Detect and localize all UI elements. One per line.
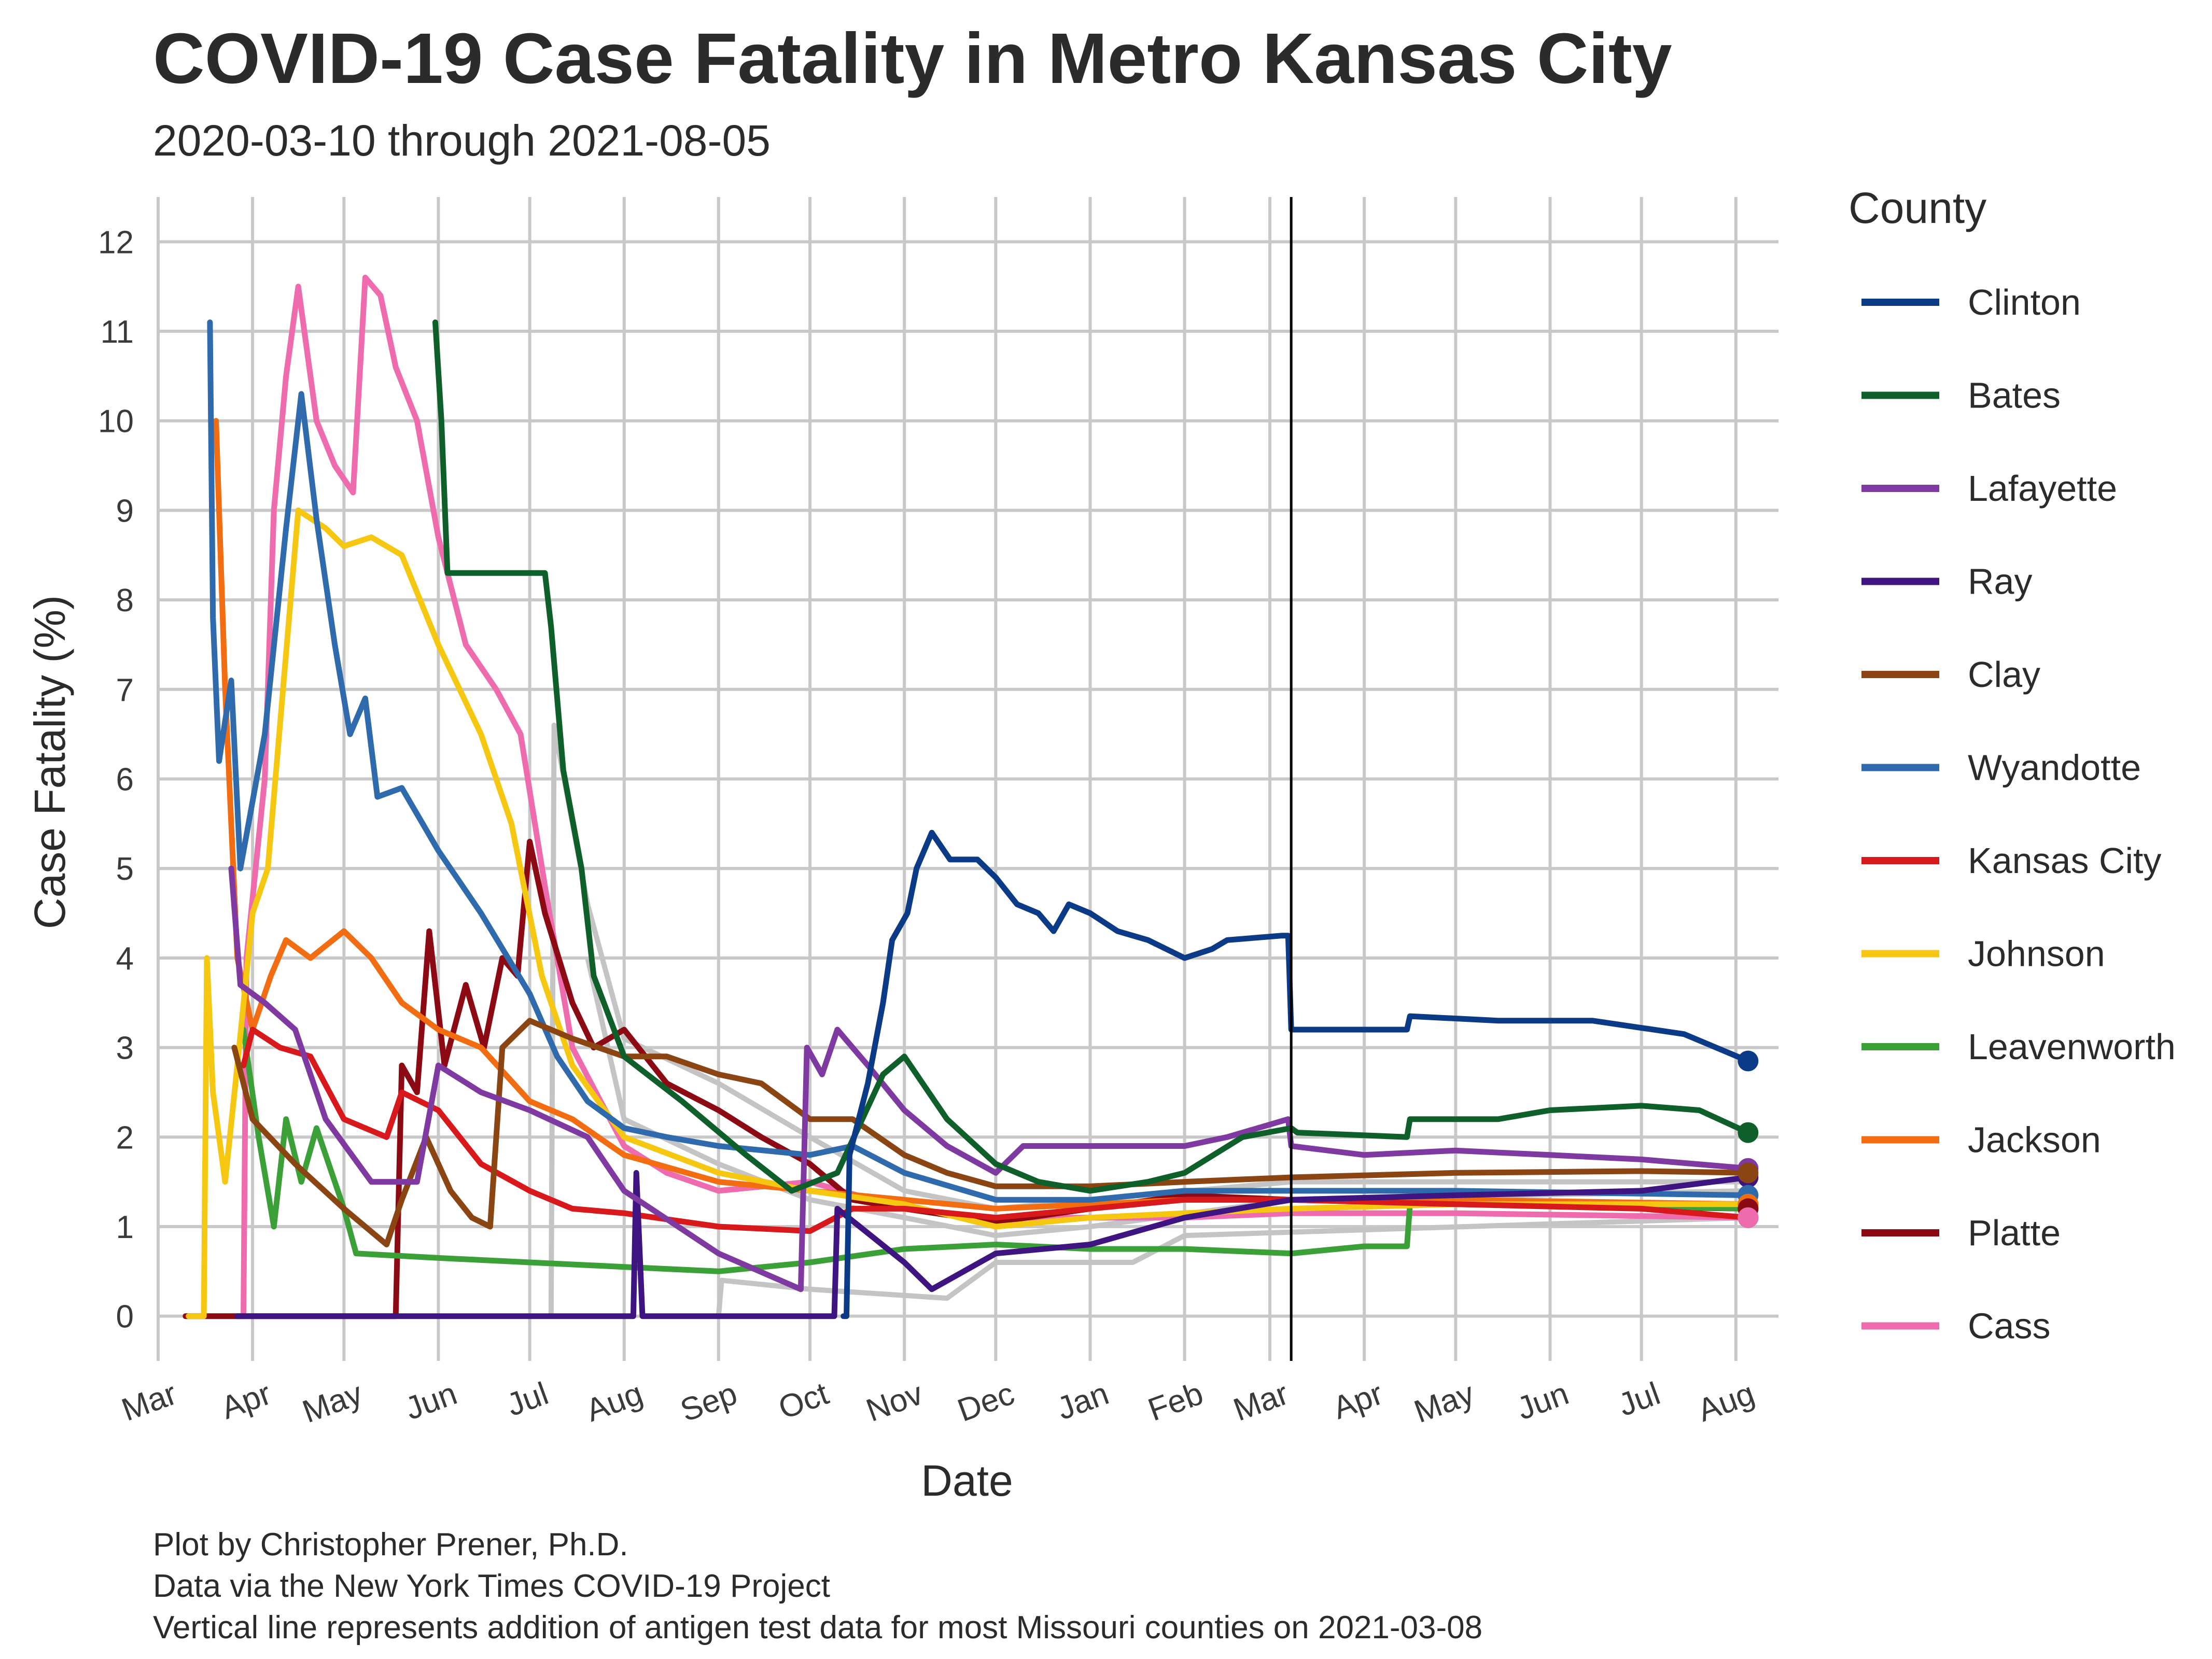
y-tick-label: 10 xyxy=(98,404,134,440)
caption-line-1: Plot by Christopher Prener, Ph.D. xyxy=(153,1527,628,1563)
y-tick-label: 2 xyxy=(116,1120,134,1156)
y-tick-label: 8 xyxy=(116,583,134,618)
x-axis-title: Date xyxy=(921,1456,1013,1505)
legend: County Clinton Bates Lafayette Ray Clay Wyand… xyxy=(1849,184,2176,1346)
endpoint-clay xyxy=(1738,1162,1759,1184)
x-tick-label: Sep xyxy=(676,1375,741,1429)
legend-label-platte: Platte xyxy=(1968,1213,2061,1253)
caption-line-2: Data via the New York Times COVID-19 Pro… xyxy=(153,1568,830,1604)
legend-label-cass: Cass xyxy=(1968,1306,2050,1346)
series-line-wyandotte xyxy=(207,319,1751,1203)
series-endpoints xyxy=(1738,1050,1759,1228)
legend-label-wyandotte: Wyandotte xyxy=(1968,748,2141,788)
x-tick-label: Nov xyxy=(862,1375,928,1429)
series-line-bates xyxy=(432,319,1751,1194)
plot-area xyxy=(157,197,1779,1361)
series-line-ray xyxy=(234,1170,1751,1319)
y-tick-label: 1 xyxy=(116,1210,134,1245)
legend-label-ray: Ray xyxy=(1968,561,2032,602)
y-tick-label: 3 xyxy=(116,1031,134,1066)
y-tick-label: 11 xyxy=(101,314,134,350)
caption-line-3: Vertical line represents addition of ant… xyxy=(153,1610,1482,1646)
x-tick-label: Apr xyxy=(217,1375,276,1426)
legend-label-jackson: Jackson xyxy=(1968,1120,2101,1160)
series-line-johnson xyxy=(186,507,1751,1319)
endpoint-clinton xyxy=(1738,1050,1759,1072)
x-tick-label: May xyxy=(1409,1375,1479,1430)
legend-label-clinton: Clinton xyxy=(1968,282,2081,322)
y-tick-label: 6 xyxy=(116,762,134,798)
series-lines xyxy=(183,274,1751,1319)
x-tick-label: Mar xyxy=(1229,1375,1293,1428)
x-tick-label: Jul xyxy=(502,1375,553,1423)
legend-title: County xyxy=(1849,184,1986,232)
x-tick-label: Aug xyxy=(581,1375,647,1429)
background-series-line xyxy=(716,1215,1748,1317)
endpoint-bates xyxy=(1738,1122,1759,1143)
y-tick-label: 9 xyxy=(116,493,134,529)
y-tick-label: 7 xyxy=(116,672,134,708)
legend-label-leavenworth: Leavenworth xyxy=(1968,1027,2176,1067)
series-line-clinton xyxy=(841,830,1751,1319)
x-tick-label: Dec xyxy=(953,1375,1019,1429)
x-tick-label: Mar xyxy=(117,1375,181,1428)
y-tick-label: 0 xyxy=(116,1299,134,1335)
y-tick-label: 12 xyxy=(98,224,134,260)
x-tick-label: Jun xyxy=(1513,1375,1574,1427)
legend-label-lafayette: Lafayette xyxy=(1968,468,2117,509)
y-tick-label: 5 xyxy=(116,851,134,887)
x-axis-ticks: Mar Apr May Jun Jul Aug Sep Oct Nov Dec Jan Feb Mar A… xyxy=(117,1375,1759,1430)
legend-label-bates: Bates xyxy=(1968,375,2061,416)
endpoint-cass xyxy=(1738,1207,1759,1228)
x-tick-label: Jan xyxy=(1053,1375,1114,1427)
x-tick-label: Apr xyxy=(1328,1375,1388,1426)
x-tick-label: Feb xyxy=(1143,1375,1208,1428)
chart-title: COVID-19 Case Fatality in Metro Kansas C… xyxy=(153,19,1672,99)
x-tick-label: Jun xyxy=(401,1375,462,1427)
y-axis-title: Case Fatality (%) xyxy=(25,595,74,929)
x-tick-label: Aug xyxy=(1693,1375,1759,1429)
x-tick-label: Oct xyxy=(774,1375,833,1426)
y-tick-label: 4 xyxy=(116,941,134,977)
chart-subtitle: 2020-03-10 through 2021-08-05 xyxy=(153,116,771,165)
x-tick-label: May xyxy=(298,1375,367,1430)
legend-label-kansas-city: Kansas City xyxy=(1968,840,2161,881)
series-line-kansas-city xyxy=(241,1027,1751,1234)
legend-label-johnson: Johnson xyxy=(1968,934,2105,974)
x-tick-label: Jul xyxy=(1614,1375,1664,1423)
series-line-jackson xyxy=(213,418,1751,1212)
legend-label-clay: Clay xyxy=(1968,654,2040,695)
